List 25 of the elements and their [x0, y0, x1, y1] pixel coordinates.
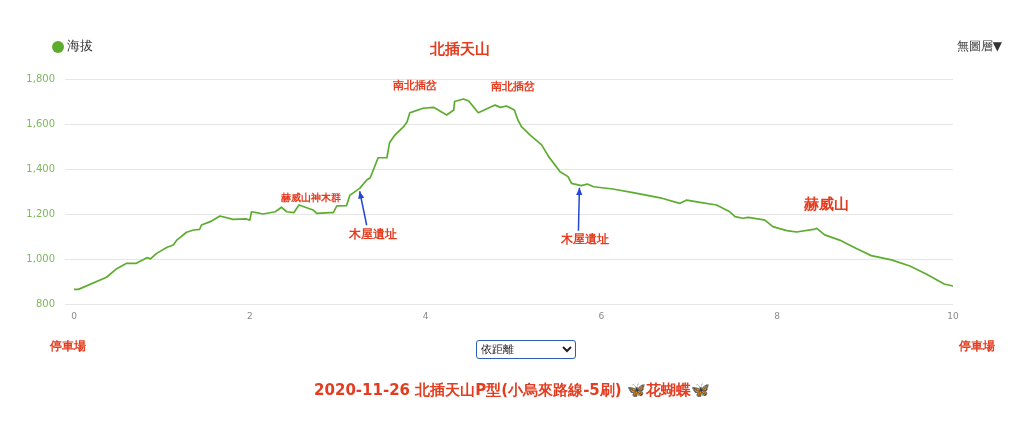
annotation: 赫威山 [803, 195, 850, 214]
annotation: 北插天山 [429, 39, 491, 58]
y-tick-label: 1,400 [26, 162, 55, 174]
text: 停車場 [50, 338, 86, 355]
x-tick-label: 6 [598, 310, 605, 321]
y-tick-label: 1,600 [26, 117, 55, 129]
layer-menu: 無圖層▼ [956, 38, 1002, 55]
y-tick-label: 1,200 [26, 207, 55, 219]
text: 停車場 [959, 338, 995, 355]
y-tick-label: 1,800 [26, 72, 55, 84]
annotation: 南北插岔 [489, 80, 535, 94]
x-tick-label: 8 [774, 310, 781, 321]
legend-label: 海拔 [67, 38, 93, 54]
x-tick-label: 2 [246, 310, 253, 321]
y-tick-label: 1,000 [26, 252, 55, 264]
y-tick-label: 800 [35, 297, 55, 309]
x-tick-label: 10 [947, 310, 959, 321]
annotation: 赫威山神木群 [280, 192, 342, 204]
annotation: 木屋遺址 [347, 227, 397, 242]
dropdown: 依距離 [476, 340, 576, 359]
x-tick-label: 4 [422, 310, 429, 321]
x-tick-label: 0 [71, 310, 78, 321]
annotation: 木屋遺址 [560, 231, 610, 246]
annotation: 南北插岔 [392, 79, 438, 93]
text: 2020-11-26 北插天山P型(小烏來路線-5刷) 🦋花蝴蝶🦋 [313, 381, 711, 400]
